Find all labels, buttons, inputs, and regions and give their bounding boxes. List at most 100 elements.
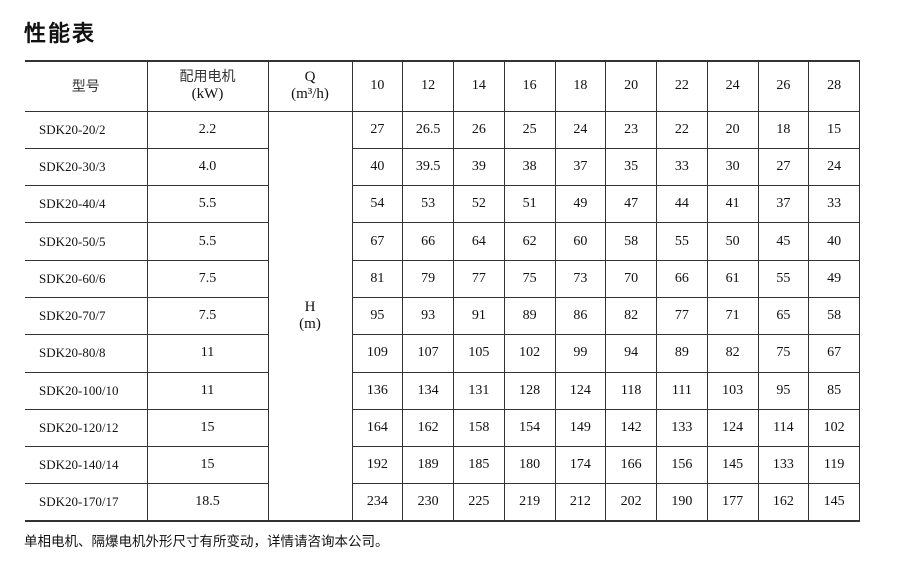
head-value-cell: 156 [656,446,708,485]
head-value-cell: 15 [808,110,860,149]
table-row: SDK20-70/7 7.5 95 93 91 89 86 82 77 71 65 58 [25,296,860,336]
header-motor-unit: (kW) [191,86,224,103]
head-value-cell: 225 [453,483,505,522]
motor-cell: 7.5 [146,259,269,298]
head-value-cell: 67 [351,222,404,261]
head-value-cell: 99 [554,334,607,373]
head-value-cell: 219 [503,483,556,522]
head-value-cell: 212 [554,483,607,522]
head-value-cell: 192 [351,446,404,485]
head-value-cell: 62 [503,222,556,261]
head-value-cell: 49 [808,259,860,298]
header-row: 型号 配用电机 (kW) Q (m³/h) 10 12 14 16 18 20 22 24 26 28 [25,60,860,112]
head-value-cell: 234 [351,483,404,522]
head-value-cell: 27 [757,147,810,187]
motor-cell: 15 [146,408,269,448]
head-label: H [304,298,316,315]
head-value-cell: 85 [808,371,860,410]
head-value-cell: 39.5 [402,147,454,187]
head-value-cell: 89 [503,296,556,336]
head-value-cell: 107 [402,334,454,373]
head-unit: (m) [299,315,321,332]
head-value-cell: 58 [605,222,657,261]
head-value-cell: 47 [605,185,657,224]
head-value-cell: 26.5 [402,110,454,149]
head-value-cell: 93 [402,296,454,336]
head-value-cell: 177 [706,483,759,522]
head-value-cell: 73 [554,259,607,298]
head-value-cell: 37 [554,147,607,187]
head-value-cell: 40 [351,147,404,187]
head-value-cell: 118 [605,371,657,410]
head-value-cell: 189 [402,446,454,485]
head-value-cell: 131 [453,371,505,410]
head-value-cell: 53 [402,185,454,224]
table-row: SDK20-50/5 5.5 67 66 64 62 60 58 55 50 45 40 [25,222,860,261]
head-value-cell: 22 [656,110,708,149]
model-cell: SDK20-70/7 [25,296,148,336]
head-value-cell: 162 [402,408,454,448]
header-flow-value: 24 [706,60,759,112]
header-flow-unit: (m³/h) [291,86,329,103]
head-value-cell: 50 [706,222,759,261]
motor-cell: 2.2 [146,110,269,149]
model-cell: SDK20-20/2 [25,110,148,149]
head-value-cell: 114 [757,408,810,448]
head-value-cell: 44 [656,185,708,224]
head-value-cell: 202 [605,483,657,522]
head-value-cell: 41 [706,185,759,224]
table-row: SDK20-120/12 15 164 162 158 154 149 142 133 124 11… [25,408,860,448]
head-value-cell: 142 [605,408,657,448]
head-value-cell: 66 [656,259,708,298]
head-label-cell: H (m) [267,110,353,522]
head-value-cell: 66 [402,222,454,261]
model-cell: SDK20-80/8 [25,334,148,373]
motor-cell: 11 [146,371,269,410]
header-flow-value: 12 [402,60,454,112]
head-value-cell: 102 [503,334,556,373]
head-value-cell: 26 [453,110,505,149]
header-flow-value: 20 [605,60,657,112]
model-cell: SDK20-140/14 [25,446,148,485]
head-value-cell: 133 [656,408,708,448]
head-value-cell: 75 [503,259,556,298]
head-value-cell: 158 [453,408,505,448]
table-row: SDK20-60/6 7.5 81 79 77 75 73 70 66 61 55 49 [25,259,860,298]
head-value-cell: 145 [706,446,759,485]
head-value-cell: 23 [605,110,657,149]
head-value-cell: 136 [351,371,404,410]
head-value-cell: 39 [453,147,505,187]
head-value-cell: 89 [656,334,708,373]
head-value-cell: 82 [706,334,759,373]
head-value-cell: 64 [453,222,505,261]
head-value-cell: 61 [706,259,759,298]
table-row: SDK20-80/8 11 109 107 105 102 99 94 89 82 75 67 [25,334,860,373]
head-value-cell: 52 [453,185,505,224]
footnote: 单相电机、隔爆电机外形尺寸有所变动，详情请咨询本公司。 [24,534,389,550]
head-value-cell: 81 [351,259,404,298]
head-value-cell: 25 [503,110,556,149]
table-row: SDK20-170/17 18.5 234 230 225 219 212 202 190 177… [25,483,860,522]
head-value-cell: 105 [453,334,505,373]
head-value-cell: 79 [402,259,454,298]
header-motor: 配用电机 (kW) [146,60,269,112]
model-cell: SDK20-30/3 [25,147,148,187]
head-value-cell: 162 [757,483,810,522]
head-value-cell: 65 [757,296,810,336]
header-model: 型号 [25,60,148,112]
head-value-cell: 111 [656,371,708,410]
head-value-cell: 33 [656,147,708,187]
head-value-cell: 71 [706,296,759,336]
head-value-cell: 24 [808,147,860,187]
motor-cell: 5.5 [146,222,269,261]
head-value-cell: 18 [757,110,810,149]
head-value-cell: 190 [656,483,708,522]
header-flow-label: Q [304,69,316,86]
model-cell: SDK20-40/4 [25,185,148,224]
head-value-cell: 54 [351,185,404,224]
head-value-cell: 24 [554,110,607,149]
head-value-cell: 40 [808,222,860,261]
motor-cell: 7.5 [146,296,269,336]
head-value-cell: 154 [503,408,556,448]
model-cell: SDK20-60/6 [25,259,148,298]
